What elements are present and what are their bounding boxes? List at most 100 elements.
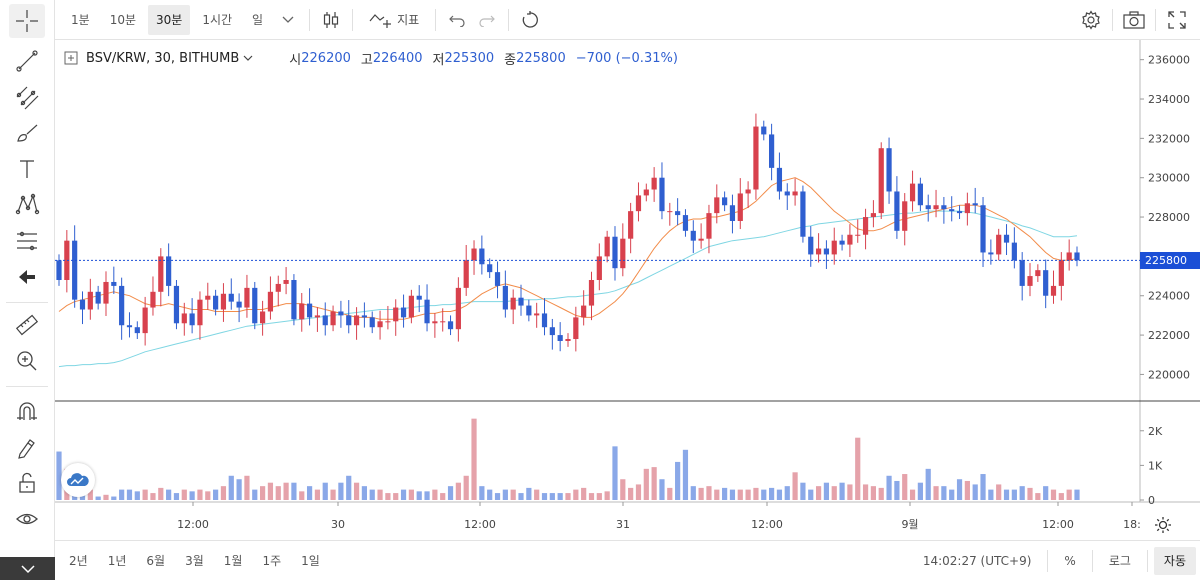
- volume-bar: [205, 491, 211, 500]
- sun-gear-icon: [1155, 517, 1171, 533]
- volume-bar: [440, 493, 446, 500]
- candle-body: [581, 305, 587, 318]
- volume-bar: [776, 489, 783, 500]
- cloud-icon: [67, 473, 89, 486]
- collapse-toolbar-button[interactable]: [0, 557, 55, 580]
- time-tick-label: 31: [616, 518, 630, 531]
- candle-body: [111, 281, 117, 286]
- price-chart[interactable]: 2360002340002320002300002280002260002240…: [55, 40, 1200, 540]
- range-1d[interactable]: 1일: [301, 554, 320, 568]
- close-label: 종: [504, 52, 517, 68]
- open-value: 226200: [301, 50, 351, 66]
- volume-bar: [588, 493, 595, 500]
- redo-button[interactable]: [472, 5, 502, 35]
- price-tick-label: 228000: [1148, 211, 1190, 224]
- volume-bar: [698, 487, 704, 500]
- volume-indicator-badge[interactable]: [61, 463, 95, 497]
- parallel-channel-icon[interactable]: [9, 80, 45, 114]
- candle-body: [72, 240, 78, 300]
- chevron-down-icon: [20, 564, 35, 573]
- range-6m[interactable]: 6월: [146, 554, 166, 568]
- candle-body: [181, 313, 187, 324]
- volume-bar: [823, 482, 830, 500]
- volume-bar: [260, 486, 266, 500]
- candle-body: [79, 299, 86, 310]
- pattern-icon[interactable]: [9, 188, 45, 222]
- expand-legend-icon[interactable]: [64, 51, 78, 65]
- volume-bar: [714, 489, 720, 500]
- candle-body: [1043, 270, 1049, 296]
- arrow-left-icon[interactable]: [9, 260, 45, 294]
- fullscreen-button[interactable]: [1162, 5, 1192, 35]
- magnet-icon[interactable]: [9, 394, 45, 428]
- chart-type-button[interactable]: [316, 5, 346, 35]
- interval-10m[interactable]: 10분: [109, 13, 136, 27]
- unlock-icon[interactable]: [9, 466, 45, 500]
- range-1y[interactable]: 1년: [107, 554, 127, 568]
- range-3m[interactable]: 3월: [185, 554, 204, 568]
- symbol-label[interactable]: BSV/KRW, 30, BITHUMB: [86, 50, 240, 66]
- screenshot-button[interactable]: [1119, 5, 1149, 35]
- volume-bar: [573, 489, 579, 500]
- settings-button[interactable]: [1076, 5, 1106, 35]
- range-1m[interactable]: 1월: [223, 554, 243, 568]
- candle-body: [894, 191, 900, 231]
- range-1w[interactable]: 1주: [262, 554, 282, 568]
- chevron-down-icon: [282, 16, 294, 23]
- interval-dropdown[interactable]: [273, 5, 303, 35]
- volume-bar: [886, 475, 892, 500]
- volume-bar: [322, 482, 328, 500]
- percent-scale-button[interactable]: %: [1064, 553, 1076, 568]
- interval-30m[interactable]: 30분: [148, 4, 191, 35]
- brush-icon[interactable]: [9, 116, 45, 150]
- time-tick-label: 18:: [1123, 518, 1141, 531]
- volume-bar: [925, 468, 931, 500]
- range-2y[interactable]: 2년: [69, 554, 88, 568]
- candle-body: [839, 240, 845, 245]
- candle-body: [565, 339, 571, 341]
- text-icon[interactable]: [9, 152, 45, 186]
- chart-settings-button[interactable]: [1148, 512, 1178, 538]
- trend-line-icon[interactable]: [9, 44, 45, 78]
- ruler-icon[interactable]: [9, 308, 45, 342]
- log-scale-button[interactable]: 로그: [1108, 554, 1131, 568]
- crosshair-icon[interactable]: [9, 4, 45, 38]
- refresh-button[interactable]: [515, 5, 545, 35]
- candle-body: [416, 295, 422, 300]
- volume-bar: [95, 496, 101, 500]
- low-value: 225300: [444, 50, 495, 66]
- candle-body: [729, 205, 736, 221]
- indicators-button[interactable]: 지표: [361, 5, 427, 35]
- indicators-label: 지표: [397, 13, 420, 27]
- volume-bar: [306, 486, 313, 500]
- volume-bar: [267, 482, 274, 500]
- lock-drawing-icon[interactable]: [9, 430, 45, 464]
- candle-body: [510, 297, 516, 310]
- auto-scale-button[interactable]: 자동: [1153, 546, 1196, 575]
- candle-body: [369, 317, 375, 328]
- volume-bar: [189, 491, 195, 500]
- volume-bar: [902, 474, 908, 500]
- candle-body: [541, 313, 548, 328]
- undo-button[interactable]: [442, 5, 472, 35]
- volume-bar: [729, 489, 736, 500]
- chevron-down-icon[interactable]: [243, 54, 253, 62]
- candle-body: [808, 236, 814, 255]
- interval-1d[interactable]: 일: [252, 13, 264, 27]
- candle-body: [792, 191, 798, 196]
- volume-bar: [753, 487, 759, 500]
- eye-icon[interactable]: [9, 502, 45, 536]
- candle-body: [267, 291, 274, 312]
- chart-legend: BSV/KRW, 30, BITHUMB 시 226200 고 226400 저 22…: [64, 48, 678, 68]
- candle-body: [64, 240, 70, 280]
- interval-1m[interactable]: 1분: [71, 13, 90, 27]
- volume-bar: [447, 486, 454, 500]
- candle-body: [330, 311, 336, 326]
- volume-bar: [1066, 489, 1072, 500]
- candle-body: [651, 177, 657, 190]
- fib-retracement-icon[interactable]: [9, 224, 45, 258]
- candle-body: [769, 134, 775, 168]
- last-price-tag: 225800: [1140, 252, 1200, 270]
- interval-1h[interactable]: 1시간: [202, 13, 233, 27]
- zoom-in-icon[interactable]: [9, 344, 45, 378]
